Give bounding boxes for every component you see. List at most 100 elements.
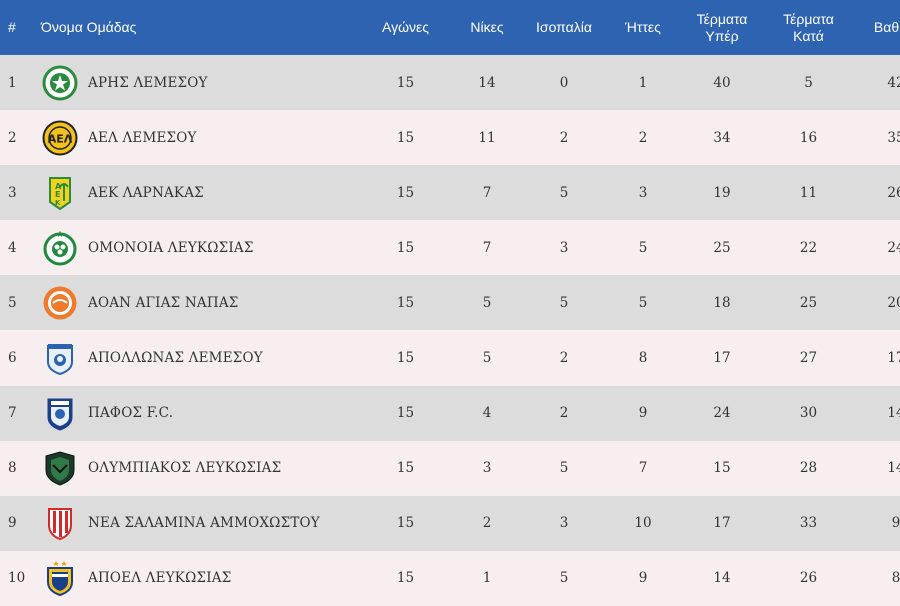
losses-cell: 3 bbox=[638, 184, 648, 201]
draws-cell: 5 bbox=[559, 294, 569, 311]
aris-crest-icon bbox=[42, 65, 78, 101]
header-pos: # bbox=[8, 19, 16, 35]
team-name: ΝΕΑ ΣΑΛΑΜΙΝΑ ΑΜΜΟΧΩΣΤΟΥ bbox=[88, 515, 320, 532]
table-row: 3 ΑΕΚ ΑΕΚ ΛΑΡΝΑΚΑΣ 15 7 5 3 19 11 26 bbox=[0, 165, 900, 221]
wins-cell: 1 bbox=[482, 570, 492, 587]
header-wins: Νίκες bbox=[470, 19, 504, 35]
goals-against-cell: 5 bbox=[804, 74, 813, 91]
header-draws: Ισοπαλία bbox=[536, 19, 592, 35]
wins-cell: 11 bbox=[478, 129, 496, 146]
header-points: Βαθμοί bbox=[873, 19, 900, 35]
losses-cell: 1 bbox=[638, 74, 648, 91]
position-cell: 3 bbox=[8, 184, 17, 201]
draws-cell: 5 bbox=[559, 184, 569, 201]
team-name: ΟΜΟΝΟΙΑ ΛΕΥΚΩΣΙΑΣ bbox=[88, 239, 254, 256]
team-cell: ΑΡΗΣ ΛΕΜΕΣΟΥ bbox=[38, 55, 358, 110]
header-team: Όνομα Ομάδας bbox=[41, 19, 137, 35]
played-cell: 15 bbox=[396, 405, 415, 422]
goals-against-cell: 16 bbox=[799, 129, 818, 146]
table-row: 5 ΑΟΑΝ ΑΓΙΑΣ ΝΑΠΑΣ 15 5 5 5 18 25 20 bbox=[0, 275, 900, 331]
table-row: 4 ΟΜΟΝΟΙΑ ΛΕΥΚΩΣΙΑΣ 15 7 3 5 25 22 24 bbox=[0, 220, 900, 276]
goals-for-cell: 15 bbox=[713, 460, 731, 477]
points-cell: 35 bbox=[887, 129, 900, 146]
wins-cell: 14 bbox=[478, 74, 496, 91]
goals-for-cell: 34 bbox=[713, 129, 731, 146]
team-cell: ΝΕΑ ΣΑΛΑΜΙΝΑ ΑΜΜΟΧΩΣΤΟΥ bbox=[38, 496, 358, 551]
goals-for-cell: 17 bbox=[713, 515, 731, 532]
losses-cell: 2 bbox=[638, 129, 648, 146]
header-losses: Ήττες bbox=[625, 19, 661, 35]
wins-cell: 4 bbox=[482, 405, 492, 422]
position-cell: 7 bbox=[8, 405, 17, 422]
table-row: 6 ΑΠΟΛΛΩΝΑΣ ΛΕΜΕΣΟΥ 15 5 2 8 17 27 17 bbox=[0, 330, 900, 386]
draws-cell: 0 bbox=[559, 74, 569, 91]
apoel-crest-icon bbox=[42, 560, 78, 597]
losses-cell: 8 bbox=[638, 350, 648, 367]
goals-against-cell: 22 bbox=[799, 239, 818, 256]
position-cell: 9 bbox=[8, 515, 17, 532]
wins-cell: 7 bbox=[482, 239, 492, 256]
team-cell: ΠΑΦΟΣ F.C. bbox=[38, 386, 358, 441]
svg-text:Ε: Ε bbox=[55, 190, 60, 199]
aoan-crest-icon bbox=[42, 285, 78, 321]
position-cell: 10 bbox=[8, 570, 26, 587]
team-cell: Α Ε Κ ΑΕΚ ΛΑΡΝΑΚΑΣ bbox=[38, 165, 358, 220]
header-goals-against: Τέρματα Κατά bbox=[765, 0, 852, 55]
played-cell: 15 bbox=[396, 350, 415, 367]
goals-for-cell: 25 bbox=[713, 239, 731, 256]
goals-against-cell: 11 bbox=[799, 184, 818, 201]
position-cell: 4 bbox=[8, 239, 17, 256]
losses-cell: 5 bbox=[638, 294, 648, 311]
played-cell: 15 bbox=[396, 129, 415, 146]
wins-cell: 3 bbox=[482, 460, 492, 477]
table-row: 2 ΑΕΛ ΑΕΛ ΛΕΜΕΣΟΥ 15 11 2 2 34 16 35 bbox=[0, 110, 900, 166]
goals-against-cell: 27 bbox=[799, 350, 818, 367]
losses-cell: 9 bbox=[638, 570, 648, 587]
points-cell: 9 bbox=[891, 515, 900, 532]
draws-cell: 2 bbox=[559, 405, 569, 422]
goals-against-cell: 26 bbox=[799, 570, 818, 587]
points-cell: 42 bbox=[887, 74, 900, 91]
points-cell: 20 bbox=[887, 294, 900, 311]
played-cell: 15 bbox=[396, 239, 415, 256]
played-cell: 15 bbox=[396, 570, 415, 587]
points-cell: 14 bbox=[887, 405, 900, 422]
team-name: ΑΠΟΛΛΩΝΑΣ ΛΕΜΕΣΟΥ bbox=[88, 350, 263, 367]
played-cell: 15 bbox=[396, 74, 415, 91]
goals-against-cell: 25 bbox=[799, 294, 818, 311]
losses-cell: 5 bbox=[638, 239, 648, 256]
team-name: ΑΡΗΣ ΛΕΜΕΣΟΥ bbox=[88, 74, 208, 91]
olympiakos-crest-icon bbox=[42, 450, 78, 486]
pafos-crest-icon bbox=[42, 395, 78, 431]
played-cell: 15 bbox=[396, 294, 415, 311]
goals-against-cell: 28 bbox=[799, 460, 818, 477]
svg-text:Α: Α bbox=[55, 182, 62, 191]
table-header-row: # Όνομα Ομάδας Αγώνες Νίκες Ισοπαλία Ήττ… bbox=[0, 0, 900, 55]
salamina-crest-icon bbox=[42, 505, 78, 541]
points-cell: 17 bbox=[887, 350, 900, 367]
points-cell: 26 bbox=[887, 184, 900, 201]
header-goals-against-line2: Κατά bbox=[793, 27, 824, 44]
header-goals-against-line1: Τέρματα bbox=[783, 10, 834, 27]
header-goals-for-line1: Τέρματα bbox=[696, 10, 748, 27]
draws-cell: 3 bbox=[559, 515, 569, 532]
header-goals-for-line2: Υπέρ bbox=[705, 27, 739, 44]
team-name: ΑΕΚ ΛΑΡΝΑΚΑΣ bbox=[88, 184, 204, 201]
points-cell: 8 bbox=[891, 570, 900, 587]
draws-cell: 5 bbox=[559, 460, 569, 477]
team-name: ΑΟΑΝ ΑΓΙΑΣ ΝΑΠΑΣ bbox=[88, 294, 239, 311]
goals-for-cell: 14 bbox=[713, 570, 731, 587]
draws-cell: 3 bbox=[559, 239, 569, 256]
team-name: ΠΑΦΟΣ F.C. bbox=[88, 405, 174, 422]
apollon-crest-icon bbox=[42, 340, 78, 376]
goals-for-cell: 24 bbox=[713, 405, 731, 422]
header-played: Αγώνες bbox=[381, 19, 429, 35]
goals-against-cell: 30 bbox=[799, 405, 818, 422]
header-goals-for: Τέρματα Υπέρ bbox=[679, 0, 765, 55]
team-cell: ΑΠΟΕΛ ΛΕΥΚΩΣΙΑΣ bbox=[38, 551, 358, 606]
played-cell: 15 bbox=[396, 460, 415, 477]
wins-cell: 5 bbox=[482, 350, 492, 367]
svg-text:ΑΕΛ: ΑΕΛ bbox=[48, 132, 73, 145]
